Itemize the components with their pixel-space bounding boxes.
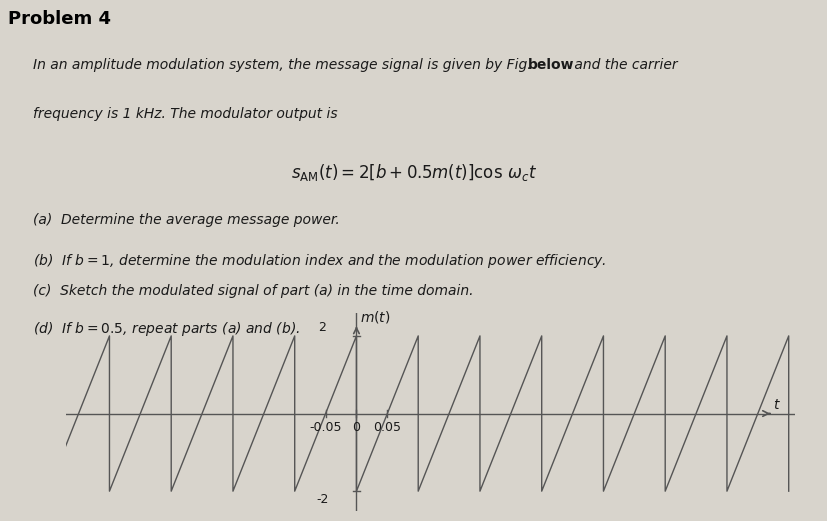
Text: below: below [528,58,574,72]
Text: 2: 2 [318,321,326,334]
Text: $m(t)$: $m(t)$ [359,309,390,325]
Text: (a)  Determine the average message power.: (a) Determine the average message power. [33,213,339,227]
Text: frequency is 1 kHz. The modulator output is: frequency is 1 kHz. The modulator output… [33,107,337,120]
Text: 0.05: 0.05 [373,420,401,433]
Text: 0: 0 [352,420,360,433]
Text: -2: -2 [316,493,328,506]
Text: (d)  If $b = 0.5$, repeat parts (a) and (b).: (d) If $b = 0.5$, repeat parts (a) and (… [33,320,300,338]
Text: -0.05: -0.05 [309,420,342,433]
Text: (b)  If $b = 1$, determine the modulation index and the modulation power efficie: (b) If $b = 1$, determine the modulation… [33,252,606,270]
Text: Problem 4: Problem 4 [8,10,111,28]
Text: $s_{\mathrm{AM}}(t) = 2[b + 0.5m(t)]\cos\,\omega_c t$: $s_{\mathrm{AM}}(t) = 2[b + 0.5m(t)]\cos… [290,162,537,182]
Text: $t$: $t$ [772,398,780,412]
Text: (c)  Sketch the modulated signal of part (a) in the time domain.: (c) Sketch the modulated signal of part … [33,284,473,298]
Text: In an amplitude modulation system, the message signal is given by Fig.: In an amplitude modulation system, the m… [33,58,531,72]
Text: and the carrier: and the carrier [569,58,676,72]
